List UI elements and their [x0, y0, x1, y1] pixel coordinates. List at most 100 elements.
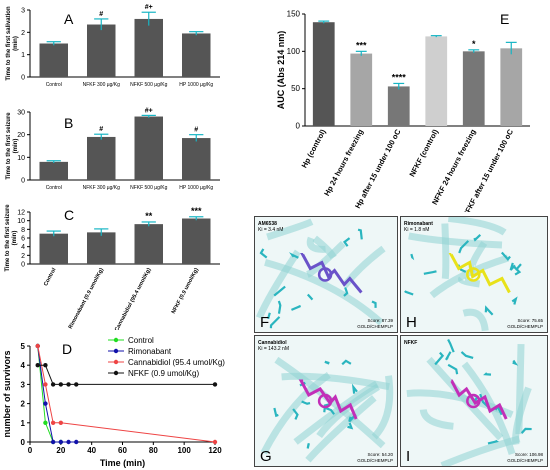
category-label: Hp 24 hours freezing [322, 127, 365, 197]
bar [462, 51, 485, 127]
residue-stick [447, 339, 455, 353]
y-tick-label: 12 [17, 210, 25, 217]
docking-score: Score: 87.39 [367, 318, 393, 323]
legend-marker [113, 370, 119, 376]
significance-label: *** [191, 206, 202, 216]
data-point [66, 439, 71, 445]
category-label: Cannabidiol (95.4 umol/Kg) [114, 267, 153, 330]
ligand-name: AM6538 [258, 221, 277, 227]
y-tick-label: 1 [21, 419, 26, 428]
bar [39, 161, 68, 180]
residue-stick [306, 443, 310, 449]
ligand-ki: Ki = 143.2 nM [258, 346, 289, 352]
y-axis-label: AUC (Abs 214 nm) [276, 31, 286, 110]
significance-label: ** [145, 211, 153, 221]
y-tick-label: 10 [17, 155, 25, 162]
y-tick-label: 8 [21, 227, 25, 234]
protein-helix [462, 308, 489, 332]
residue-stick [288, 252, 299, 259]
residue-stick [291, 305, 302, 311]
residue-stick [520, 427, 532, 434]
residue-stick [404, 290, 414, 296]
ligand [448, 253, 511, 294]
y-axis-label: Time to the first salivation [6, 6, 12, 81]
data-point [43, 363, 48, 368]
category-label: Control [46, 185, 62, 191]
residue-stick [511, 296, 518, 305]
category-label: NFKF (0.9 umol/Kg) [171, 267, 200, 315]
data-point [58, 439, 64, 445]
residue-stick [483, 372, 492, 376]
bar [87, 136, 116, 180]
category-label: Control [46, 82, 62, 88]
residue-stick [341, 359, 352, 366]
y-tick-label: 0 [21, 75, 25, 82]
residue-stick [479, 393, 489, 408]
bar [87, 24, 116, 77]
significance-label: **** [392, 72, 407, 82]
bar [312, 22, 335, 126]
data-point [66, 382, 71, 387]
protein-helix [447, 217, 507, 236]
data-point [50, 439, 56, 445]
y-axis-label: (min) [12, 231, 18, 246]
legend-label: Cannabidiol (95.4 umol/Kg) [128, 358, 225, 367]
protein-helix [316, 383, 380, 439]
residue-stick [458, 240, 470, 254]
residue-stick [324, 360, 330, 365]
residue-stick [512, 359, 519, 366]
data-point [58, 420, 64, 425]
protein-helix [441, 223, 450, 280]
category-label: NFKF (control) [407, 127, 440, 178]
docking-panel-g: Cannabidiol Ki = 143.2 nM Score: 54.20 GOLD… [254, 335, 398, 467]
residue-stick [343, 286, 349, 297]
y-axis-label: (min) [13, 36, 19, 51]
ligand-ring [466, 267, 481, 282]
panel-label: A [64, 11, 74, 27]
category-label: Rimonabant (0.9 umol/Kg) [68, 267, 105, 330]
y-tick-label: 20 [17, 132, 25, 139]
significance-label: * [472, 39, 476, 49]
y-tick-label: 50 [291, 84, 300, 93]
bar [500, 48, 523, 127]
category-label: NFKF 300 µg/Kg [83, 185, 121, 191]
significance-label: # [99, 126, 103, 133]
category-label: NFKF 300 µg/Kg [83, 82, 121, 88]
protein-helix [305, 395, 377, 463]
residue-stick [484, 305, 494, 316]
panel-label: D [62, 341, 72, 357]
residue-stick [445, 351, 452, 361]
y-tick-label: 2 [21, 253, 25, 260]
protein-helix [260, 371, 331, 455]
bar [182, 33, 211, 77]
residue-stick [460, 351, 474, 360]
residue-stick [323, 403, 331, 413]
docking-method: GOLD/CHEMPLP [357, 458, 393, 463]
x-tick-label: 40 [87, 446, 96, 455]
protein-helix [264, 258, 384, 326]
residue-stick [323, 406, 336, 415]
legend-marker [113, 337, 119, 343]
panel-label: B [64, 115, 73, 131]
protein-helix [429, 254, 510, 299]
residue-stick [273, 285, 286, 297]
panel-label: C [64, 207, 74, 223]
y-tick-label: 150 [287, 10, 301, 19]
chart-a: 0 1 2 3 Time to the first salivation (min) Con… [6, 4, 220, 88]
category-label: NFKF 500 µg/Kg [130, 185, 168, 191]
bar [87, 232, 116, 264]
residue-stick [515, 263, 522, 271]
legend-label: Rimonabant [128, 347, 172, 356]
legend-marker [113, 359, 119, 365]
x-tick-label: 0 [28, 446, 33, 455]
bar [387, 86, 410, 126]
residue-stick [487, 439, 500, 445]
ligand-ring [317, 267, 333, 282]
ligand-ki: Ki = 1.8 nM [404, 227, 429, 233]
docking-method: GOLD/CHEMPLP [507, 324, 543, 329]
legend-label: Control [128, 336, 154, 345]
residue-stick [259, 248, 268, 259]
protein-helix [255, 249, 301, 320]
